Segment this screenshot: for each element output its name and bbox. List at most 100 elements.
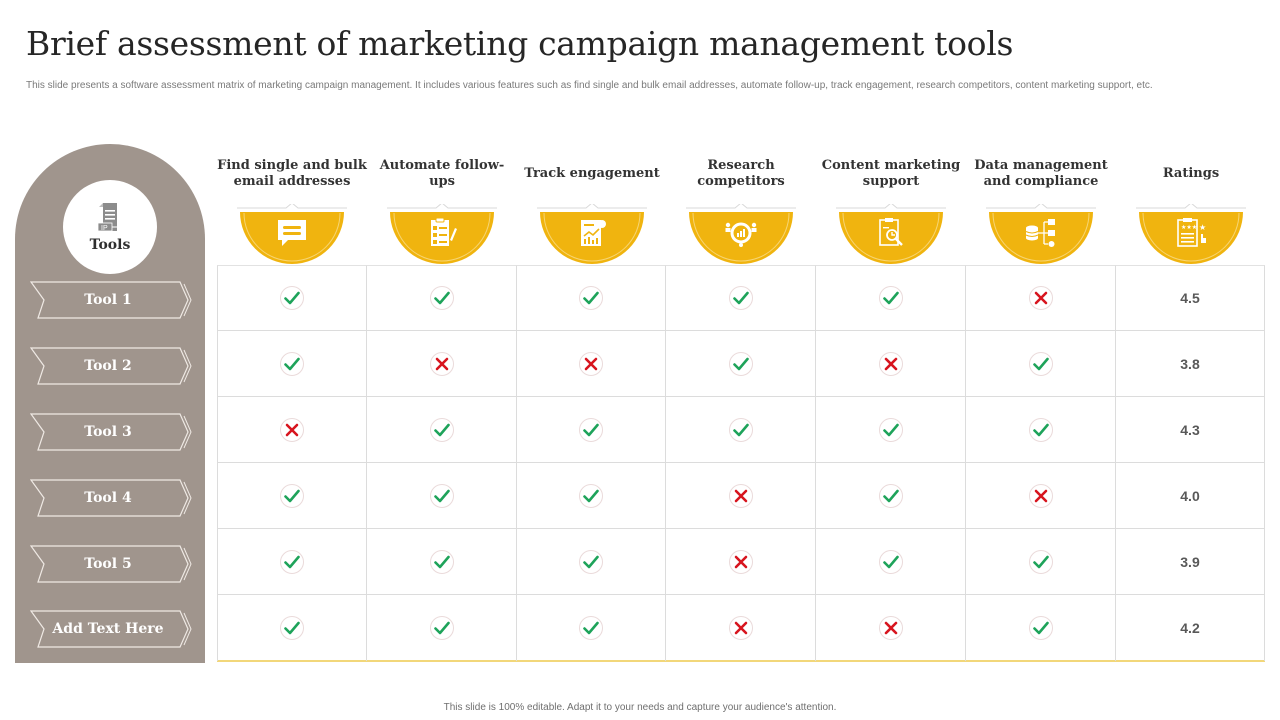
matrix-cell	[367, 331, 517, 397]
column-header-5: Content marketing support	[821, 158, 961, 189]
matrix-cell	[966, 265, 1116, 331]
check-icon	[1028, 616, 1053, 640]
clipboard-search-icon	[873, 216, 909, 250]
rating-cell: 4.0	[1116, 463, 1265, 529]
check-icon	[878, 286, 903, 310]
matrix-cell	[217, 463, 367, 529]
matrix-cell	[966, 463, 1116, 529]
assessment-matrix: 4.5 3.8 4.3 4.0 3.9 4.2	[217, 265, 1265, 662]
check-icon	[1028, 549, 1053, 574]
database-network-icon	[1023, 216, 1059, 250]
matrix-cell	[966, 397, 1116, 463]
chevron-ribbon-shape	[30, 479, 192, 517]
cross-icon	[429, 351, 454, 376]
matrix-cell	[367, 397, 517, 463]
matrix-cell	[517, 595, 666, 661]
svg-text:★★★: ★★★	[1181, 224, 1197, 231]
competitor-analysis-icon	[723, 216, 759, 250]
rating-value: 3.8	[1180, 355, 1200, 372]
slide-subtitle: This slide presents a software assessmen…	[26, 80, 1153, 91]
check-icon	[280, 351, 304, 376]
column-icon-badge-2	[387, 204, 497, 264]
matrix-cell	[816, 331, 966, 397]
check-icon	[579, 417, 603, 442]
rating-clipboard-icon: ★★★ ★	[1173, 216, 1209, 250]
svg-text:IP: IP	[101, 225, 108, 232]
rating-value: 4.2	[1180, 620, 1200, 636]
tool-label-1: Tool 1	[30, 281, 192, 319]
matrix-cell	[966, 529, 1116, 595]
check-icon	[1028, 351, 1053, 376]
column-icon-badge-5	[836, 204, 946, 264]
rating-cell: 3.8	[1116, 331, 1265, 397]
matrix-cell	[966, 595, 1116, 661]
slide-footer: This slide is 100% editable. Adapt it to…	[443, 702, 837, 713]
cross-icon	[1028, 286, 1053, 310]
cross-icon	[878, 616, 903, 640]
chevron-ribbon-shape	[30, 347, 192, 385]
column-header-2: Automate follow-ups	[379, 158, 505, 189]
check-icon	[878, 549, 903, 574]
column-icon-badge-1	[237, 204, 347, 264]
tool-name: Tool 4	[84, 490, 132, 506]
column-header-4: Research competitors	[697, 158, 785, 189]
tool-label-4: Tool 4	[30, 479, 192, 517]
matrix-cell	[517, 331, 666, 397]
matrix-cell	[966, 331, 1116, 397]
matrix-cell	[666, 397, 816, 463]
check-icon	[1028, 417, 1053, 442]
check-icon	[280, 483, 304, 508]
check-icon	[280, 616, 304, 640]
check-icon	[579, 549, 603, 574]
matrix-cell	[217, 529, 367, 595]
tool-name: Tool 3	[84, 424, 132, 440]
matrix-cell	[217, 397, 367, 463]
rating-value: 4.5	[1180, 290, 1200, 306]
check-icon	[728, 417, 753, 442]
matrix-cell	[816, 397, 966, 463]
chat-bubble-icon	[274, 216, 310, 250]
matrix-cell	[666, 463, 816, 529]
column-icon-badge-7: ★★★ ★	[1136, 204, 1246, 264]
check-icon	[429, 286, 454, 310]
cross-icon	[878, 351, 903, 376]
checklist-clipboard-icon	[424, 216, 460, 250]
matrix-cell	[816, 463, 966, 529]
check-icon	[429, 549, 454, 574]
analytics-report-icon	[574, 216, 610, 250]
tool-name: Tool 1	[84, 292, 132, 308]
cross-icon	[728, 549, 753, 574]
matrix-cell	[816, 595, 966, 661]
chevron-ribbon-shape	[30, 281, 192, 319]
matrix-cell	[666, 529, 816, 595]
check-icon	[429, 483, 454, 508]
svg-text:★: ★	[1199, 223, 1206, 232]
tools-heading: Tools	[89, 236, 131, 253]
tool-label-5: Tool 5	[30, 545, 192, 583]
chevron-ribbon-shape	[30, 413, 192, 451]
tool-name: Add Text Here	[52, 621, 164, 637]
matrix-cell	[517, 265, 666, 331]
rating-value: 3.9	[1180, 553, 1200, 570]
tools-sidebar: IP Tools	[15, 144, 205, 663]
matrix-cell	[367, 595, 517, 661]
matrix-cell	[816, 265, 966, 331]
tools-heading-badge: IP Tools	[63, 180, 157, 274]
check-icon	[878, 417, 903, 442]
matrix-cell	[367, 463, 517, 529]
matrix-cell	[367, 265, 517, 331]
rating-cell: 4.5	[1116, 265, 1265, 331]
column-header-6: Data management and compliance	[974, 158, 1108, 189]
check-icon	[579, 616, 603, 640]
matrix-cell	[517, 529, 666, 595]
tool-name: Tool 2	[84, 358, 132, 374]
chevron-ribbon-shape	[30, 545, 192, 583]
rating-value: 4.3	[1180, 421, 1200, 438]
check-icon	[878, 483, 903, 508]
tool-name: Tool 5	[84, 556, 132, 572]
matrix-cell	[666, 595, 816, 661]
check-icon	[728, 286, 753, 310]
check-icon	[429, 417, 454, 442]
tool-label-3: Tool 3	[30, 413, 192, 451]
rating-cell: 3.9	[1116, 529, 1265, 595]
